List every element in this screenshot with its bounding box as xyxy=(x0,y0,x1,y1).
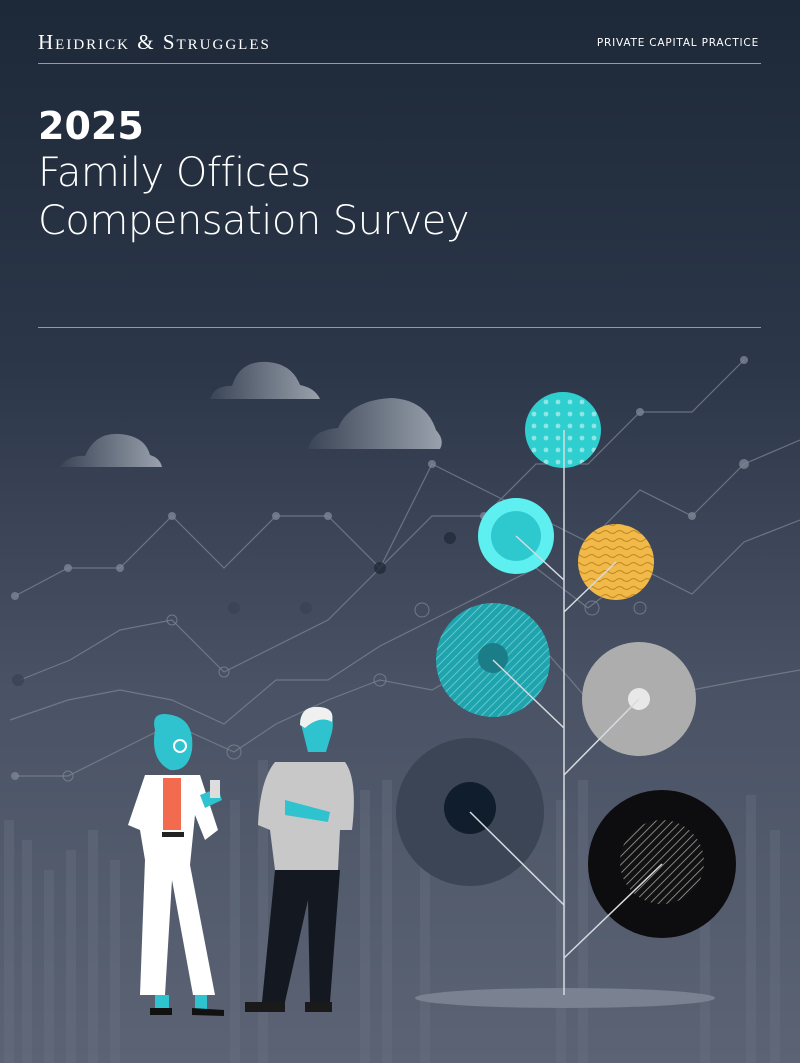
network-nodes-part xyxy=(168,512,176,520)
network-nodes-part xyxy=(64,564,72,572)
bars-part xyxy=(770,830,780,1063)
tree-part xyxy=(478,643,508,673)
man-part xyxy=(285,800,330,822)
woman-part xyxy=(154,714,193,771)
clouds-part xyxy=(210,361,320,399)
tree-part-part xyxy=(563,698,640,776)
title-year: 2025 xyxy=(38,104,144,148)
woman-part xyxy=(163,778,181,830)
network-nodes-part xyxy=(584,600,600,616)
network-nodes-part xyxy=(11,772,19,780)
tree xyxy=(396,392,736,1008)
network-nodes-part xyxy=(374,562,386,574)
network-nodes-part xyxy=(636,408,644,416)
tree-part-part xyxy=(515,535,565,581)
man-part xyxy=(245,1002,332,1012)
network-nodes-part xyxy=(11,592,19,600)
network-nodes-part xyxy=(272,512,280,520)
network-nodes-part xyxy=(740,356,748,364)
tree-part-part xyxy=(563,863,663,959)
network-nodes-part xyxy=(218,666,230,678)
network-lines-part xyxy=(19,439,800,681)
bars-part xyxy=(110,860,120,1063)
bars-part xyxy=(382,780,392,1063)
bars xyxy=(4,760,780,1063)
tree-part-part xyxy=(469,811,565,906)
bars-part xyxy=(746,795,756,1063)
clouds-part xyxy=(60,433,162,467)
tree-part-part xyxy=(492,659,565,729)
tree-part xyxy=(444,782,496,834)
tree-part xyxy=(415,988,715,1008)
bars-part xyxy=(44,870,54,1063)
network-nodes-part xyxy=(739,459,749,469)
woman-part xyxy=(150,1008,224,1016)
network-nodes-part xyxy=(12,674,24,686)
clouds-part xyxy=(308,398,442,449)
bars-part xyxy=(258,760,268,1063)
title-line: Family Offices xyxy=(38,150,311,196)
woman-part xyxy=(173,739,187,753)
brand: Heidrick & Struggles xyxy=(38,30,271,54)
divider xyxy=(38,327,761,328)
tree-part xyxy=(469,430,663,995)
network-lines-part xyxy=(9,519,800,725)
network-nodes-part xyxy=(300,602,312,614)
man-part xyxy=(262,870,340,1002)
bars-part xyxy=(700,810,710,1063)
network-nodes-part xyxy=(688,512,696,520)
bars-part xyxy=(4,820,14,1063)
bars-part xyxy=(556,800,566,1063)
network-nodes-part xyxy=(444,532,456,544)
bars-part xyxy=(360,790,370,1063)
tree-part xyxy=(620,820,704,904)
bars-part xyxy=(22,840,32,1063)
woman-part xyxy=(128,775,218,995)
title-line: Compensation Survey xyxy=(38,198,470,244)
practice-name: PRIVATE CAPITAL PRACTICE xyxy=(596,37,759,49)
woman-part xyxy=(162,832,184,837)
network-nodes-part xyxy=(373,673,387,687)
network-nodes-part xyxy=(414,602,430,618)
bars-part xyxy=(230,800,240,1063)
bars-part xyxy=(66,850,76,1063)
tree-part-part xyxy=(563,561,617,613)
network-nodes-part xyxy=(166,614,178,626)
woman xyxy=(128,714,224,1016)
bars-part xyxy=(88,830,98,1063)
network-nodes-part xyxy=(324,512,332,520)
bars-part xyxy=(420,820,430,1063)
network-nodes-part xyxy=(633,601,647,615)
network-nodes-part xyxy=(226,744,242,760)
bars-part xyxy=(578,780,588,1063)
network-nodes-part xyxy=(116,564,124,572)
network-nodes-part xyxy=(428,460,436,468)
man xyxy=(245,706,354,1012)
woman-part xyxy=(210,780,220,798)
divider xyxy=(38,63,761,64)
network-nodes-part xyxy=(62,770,74,782)
clouds xyxy=(60,361,442,467)
network-nodes xyxy=(11,356,749,782)
man-part xyxy=(300,706,333,728)
network-nodes-part xyxy=(228,602,240,614)
tree-part xyxy=(525,392,601,468)
